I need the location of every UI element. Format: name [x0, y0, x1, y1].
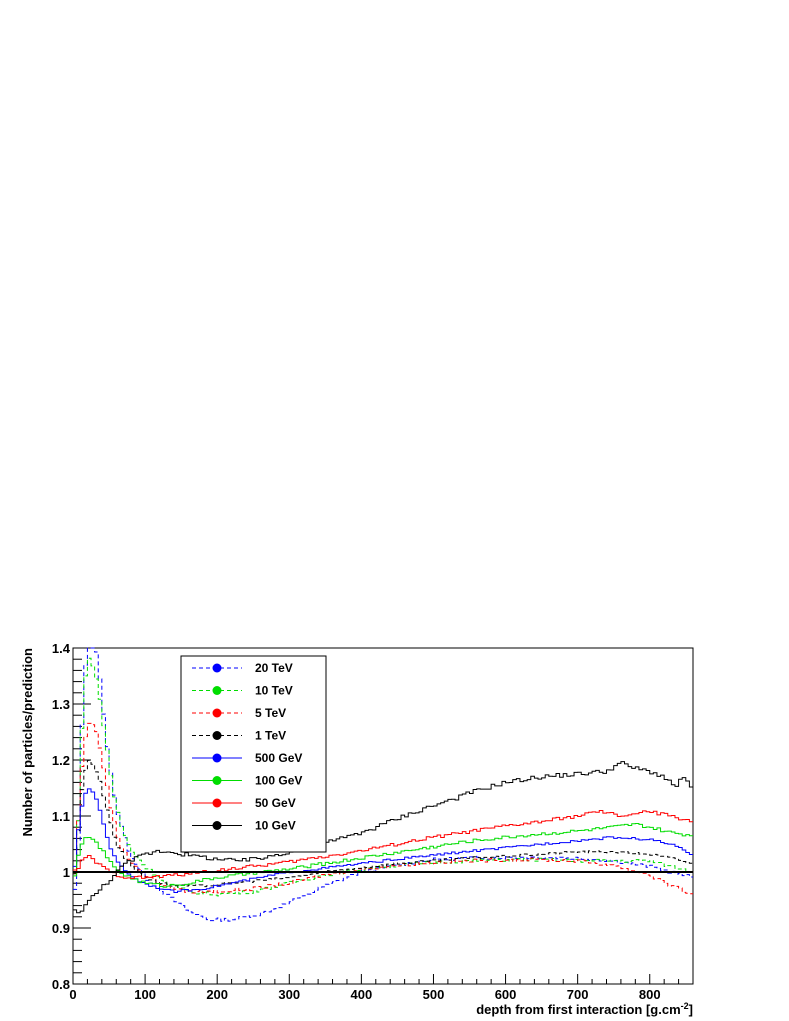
series-line-5-tev — [73, 722, 693, 895]
legend-marker — [212, 731, 222, 740]
x-axis-title-sup: -2 — [681, 1001, 689, 1011]
x-tick-label: 400 — [351, 987, 373, 1002]
legend-marker — [212, 686, 222, 695]
legend-label: 1 TeV — [255, 729, 286, 743]
legend-label: 10 GeV — [255, 819, 296, 833]
legend-entry: 10 TeV — [192, 684, 293, 698]
x-axis-title-end: ] — [689, 1002, 693, 1017]
legend-entry: 10 GeV — [192, 819, 296, 833]
legend-label: 500 GeV — [255, 751, 302, 765]
series-lines — [73, 647, 693, 922]
plot-frame — [72, 647, 694, 985]
y-tick-label: 1.2 — [52, 753, 70, 768]
y-tick-label: 1.4 — [52, 641, 71, 656]
x-tick-label: 300 — [278, 987, 300, 1002]
y-tick-label: 1.3 — [52, 697, 70, 712]
legend-marker — [212, 821, 222, 830]
y-tick-label: 0.9 — [52, 921, 70, 936]
legend-marker — [212, 663, 222, 673]
y-tick-label: 1.1 — [52, 809, 70, 824]
legend-entry: 500 GeV — [192, 751, 302, 765]
axis-ticks — [72, 647, 694, 985]
legend-marker — [212, 798, 222, 808]
x-tick-label: 700 — [567, 987, 589, 1002]
x-tick-label: 200 — [206, 987, 228, 1002]
series-line-100-gev — [73, 822, 693, 888]
legend-entry: 1 TeV — [192, 729, 286, 743]
x-tick-label: 100 — [134, 987, 156, 1002]
y-axis-title: Number of particles/prediction — [20, 648, 35, 837]
legend-box — [180, 655, 327, 853]
y-tick-label: 1 — [63, 865, 70, 880]
legend-entry: 20 TeV — [192, 661, 293, 675]
series-line-500-gev — [73, 788, 693, 893]
legend-label: 10 TeV — [255, 684, 293, 698]
legend-label: 5 TeV — [255, 706, 286, 720]
legend-label: 20 TeV — [255, 661, 293, 675]
tick-labels: 0 100 200 300 400 500 600 700 800 0.8 0.9 1 1.1 1.2 1.… — [52, 641, 661, 1002]
legend-entry: 5 TeV — [192, 706, 286, 720]
series-line-1-tev — [73, 759, 693, 888]
y-tick-label: 0.8 — [52, 977, 70, 992]
x-tick-label: 800 — [639, 987, 661, 1002]
legend-marker — [212, 776, 222, 785]
legend-marker — [212, 753, 222, 763]
legend-marker — [212, 708, 222, 718]
x-axis-title-main: depth from first interaction [g.cm — [476, 1002, 680, 1017]
x-axis-title: depth from first interaction [g.cm-2] — [476, 1001, 693, 1017]
series-line-10-gev — [73, 761, 693, 914]
legend-label: 50 GeV — [255, 796, 296, 810]
legend: 20 TeV 10 TeV 5 TeV 1 TeV 500 GeV 100 GeV 50 G… — [180, 655, 327, 853]
series-line-50-gev — [73, 809, 693, 879]
legend-entry: 50 GeV — [192, 796, 296, 810]
x-tick-label: 600 — [495, 987, 517, 1002]
legend-entry: 100 GeV — [192, 774, 302, 788]
x-tick-label: 0 — [69, 987, 76, 1002]
legend-label: 100 GeV — [255, 774, 302, 788]
x-tick-label: 500 — [423, 987, 445, 1002]
